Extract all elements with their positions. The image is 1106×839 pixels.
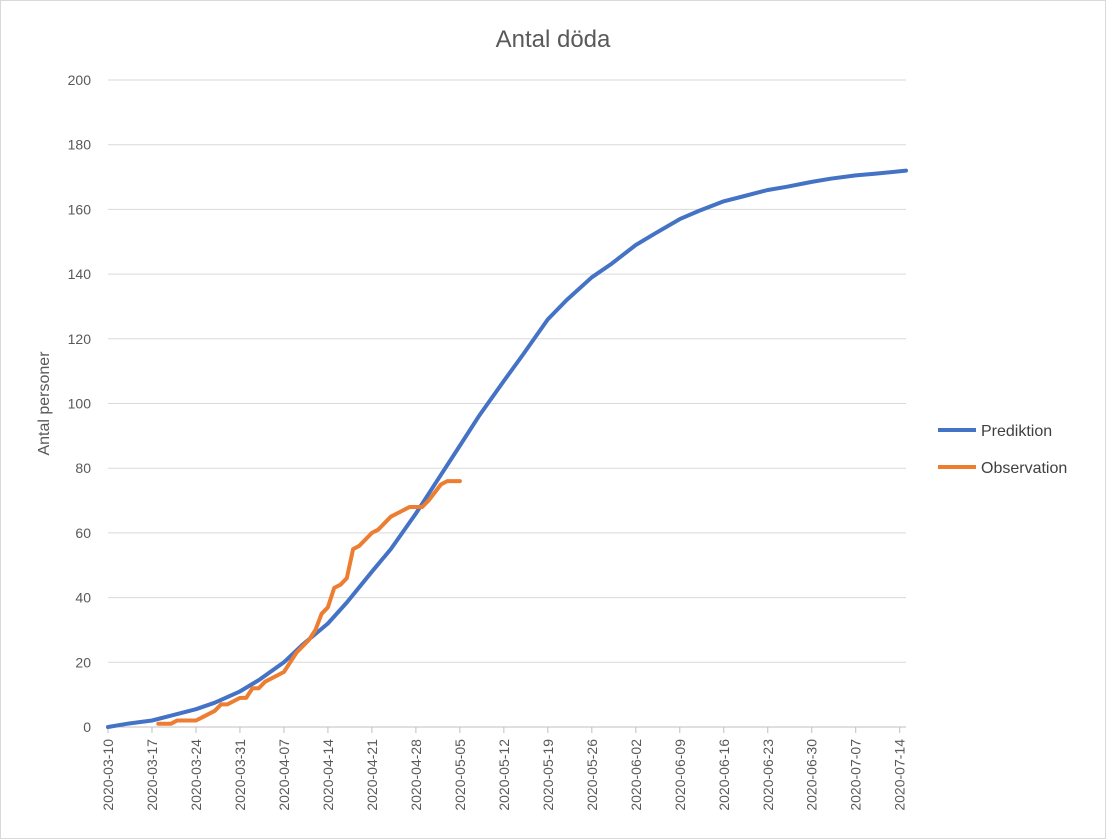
y-tick-label: 80 — [75, 460, 91, 476]
y-tick-label: 20 — [75, 654, 91, 670]
x-tick-label: 2020-05-12 — [496, 739, 512, 811]
y-tick-label: 40 — [75, 590, 91, 606]
x-tick-label: 2020-06-16 — [716, 739, 732, 811]
y-axis-label: Antal personer — [36, 351, 53, 456]
y-axis-ticks: 0 20 40 60 80 100 120 140 160 180 200 — [68, 72, 92, 735]
y-tick-label: 200 — [68, 72, 92, 88]
y-tick-label: 180 — [68, 137, 92, 153]
legend: Prediktion Observation — [938, 423, 1067, 477]
y-tick-label: 100 — [68, 396, 92, 412]
legend-label-prediktion: Prediktion — [981, 423, 1052, 440]
x-tick-label: 2020-04-07 — [276, 739, 292, 811]
x-tick-label: 2020-03-10 — [100, 739, 116, 811]
chart-title: Antal döda — [496, 26, 611, 53]
x-tick-label: 2020-03-24 — [188, 739, 204, 811]
x-tick-label: 2020-04-21 — [364, 739, 380, 811]
y-tick-label: 140 — [68, 266, 92, 282]
series-lines — [106, 168, 908, 729]
x-tick-label: 2020-07-14 — [892, 739, 908, 811]
x-tick-label: 2020-06-09 — [672, 739, 688, 811]
x-tick-label: 2020-03-17 — [144, 739, 160, 811]
x-tick-label: 2020-05-26 — [584, 739, 600, 811]
x-axis-ticks: 2020-03-10 2020-03-17 2020-03-24 2020-03-31… — [100, 727, 908, 811]
x-tick-label: 2020-06-30 — [804, 739, 820, 811]
y-tick-label: 120 — [68, 331, 92, 347]
x-tick-label: 2020-06-02 — [628, 739, 644, 811]
x-tick-label: 2020-06-23 — [760, 739, 776, 811]
series-line-prediktion — [106, 168, 908, 729]
gridlines — [108, 79, 906, 663]
x-tick-label: 2020-07-07 — [848, 739, 864, 811]
x-tick-label: 2020-04-14 — [320, 739, 336, 811]
y-tick-label: 60 — [75, 525, 91, 541]
series-line-observation — [156, 479, 462, 726]
x-tick-label: 2020-05-05 — [452, 739, 468, 811]
x-tick-label: 2020-05-19 — [540, 739, 556, 811]
x-tick-label: 2020-03-31 — [232, 739, 248, 811]
y-tick-label: 160 — [68, 201, 92, 217]
x-tick-label: 2020-04-28 — [408, 739, 424, 811]
y-tick-label: 0 — [83, 719, 91, 735]
legend-label-observation: Observation — [981, 460, 1067, 477]
